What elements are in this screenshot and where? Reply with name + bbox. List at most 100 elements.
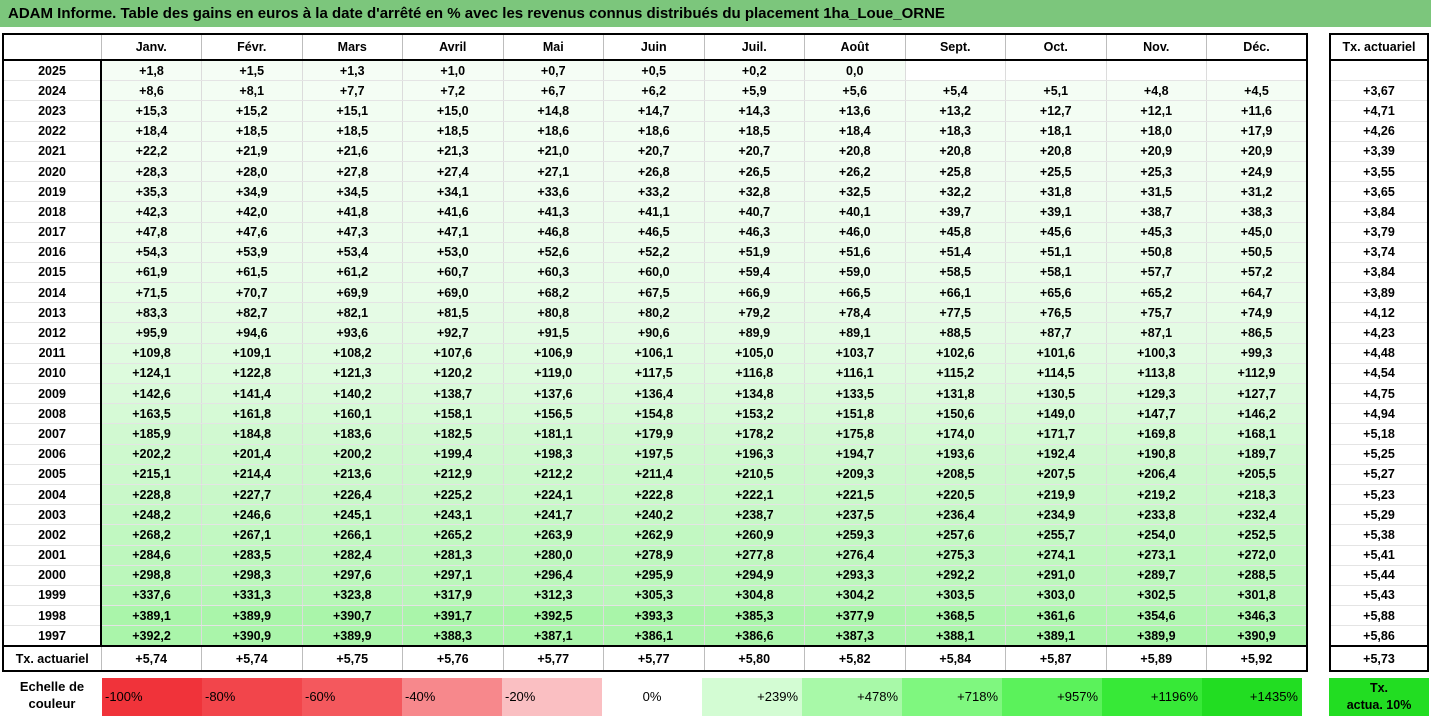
year-cell: 2003 (3, 504, 102, 526)
color-scale-label-line1: Echelle de (19, 679, 85, 694)
gain-cell: +323,8 (302, 585, 403, 607)
gain-cell: +133,5 (804, 383, 906, 405)
gain-cell: +42,0 (201, 201, 303, 223)
actuarial-rate-cell: +5,88 (1330, 605, 1429, 627)
table-row: 1997 +392,2 +390,9 +389,9 +388,3 +387,1 +386,1… (3, 625, 1308, 647)
gain-cell: +174,0 (905, 423, 1006, 445)
gain-cell: +51,4 (905, 242, 1006, 263)
gain-cell: +70,7 (201, 282, 303, 304)
gain-cell: +301,8 (1206, 585, 1308, 607)
gain-cell: +1,5 (201, 60, 303, 82)
month-header-11: Nov. (1106, 34, 1207, 61)
gain-cell: +276,4 (804, 545, 906, 566)
gain-cell: +89,1 (804, 322, 906, 344)
gain-cell: +46,5 (603, 222, 705, 243)
gain-cell: +5,1 (1005, 80, 1107, 102)
side-row: +5,44 (1330, 565, 1429, 586)
side-footer-row: +5,73 (1330, 645, 1429, 672)
gain-cell: +18,6 (603, 121, 705, 142)
gain-cell: +88,5 (905, 322, 1006, 344)
gain-cell: +17,9 (1206, 121, 1308, 142)
gain-cell: +294,9 (704, 565, 805, 586)
side-row: +4,94 (1330, 403, 1429, 425)
gain-cell: +14,7 (603, 100, 705, 122)
side-row: +5,86 (1330, 625, 1429, 647)
gain-cell: +274,1 (1005, 545, 1107, 566)
actuarial-rate-cell: +4,94 (1330, 403, 1429, 425)
gain-cell: +254,0 (1106, 524, 1207, 546)
actuarial-rate-cell: +5,18 (1330, 423, 1429, 445)
gain-cell: +80,8 (503, 302, 604, 324)
gain-cell: +219,9 (1005, 484, 1107, 506)
gain-cell: +190,8 (1106, 444, 1207, 465)
gain-cell: +99,3 (1206, 343, 1308, 364)
table-row: 2024 +8,6 +8,1 +7,7 +7,2 +6,7 +6,2 +5,9 +5,6 +5,4… (3, 80, 1308, 102)
side-row: +3,65 (1330, 181, 1429, 203)
gain-cell: +129,3 (1106, 383, 1207, 405)
actuarial-rate-cell: +5,86 (1330, 625, 1429, 647)
year-cell: 2014 (3, 282, 102, 304)
gain-cell: +77,5 (905, 302, 1006, 324)
gain-cell: +45,0 (1206, 222, 1308, 243)
year-cell: 1998 (3, 605, 102, 627)
gain-cell: +13,6 (804, 100, 906, 122)
actuarial-rate-cell: +4,23 (1330, 322, 1429, 344)
gain-cell: +119,0 (503, 363, 604, 385)
gain-cell: +393,3 (603, 605, 705, 627)
gain-cell: +281,3 (402, 545, 504, 566)
gain-cell: +198,3 (503, 444, 604, 465)
gain-cell: +54,3 (101, 242, 202, 263)
gain-cell: +20,9 (1106, 141, 1207, 162)
gain-cell: +389,9 (1106, 625, 1207, 647)
gain-cell: +385,3 (704, 605, 805, 627)
gain-cell: +7,2 (402, 80, 504, 102)
side-row: +3,39 (1330, 141, 1429, 162)
gain-cell: +61,2 (302, 262, 403, 284)
gain-cell: +13,2 (905, 100, 1006, 122)
gain-cell: +390,9 (1206, 625, 1308, 647)
gain-cell: +209,3 (804, 464, 906, 485)
gain-cell: +1,3 (302, 60, 403, 82)
gain-cell: +260,9 (704, 524, 805, 546)
actuarial-rate-cell: +3,84 (1330, 262, 1429, 284)
gain-cell: +114,5 (1005, 363, 1107, 385)
table-row: 1998 +389,1 +389,9 +390,7 +391,7 +392,5 +393,3… (3, 605, 1308, 627)
gain-cell: +26,2 (804, 161, 906, 183)
gain-cell: +219,2 (1106, 484, 1207, 506)
year-cell: 2013 (3, 302, 102, 324)
year-cell: 2002 (3, 524, 102, 546)
gain-cell: +178,2 (704, 423, 805, 445)
table-row: 2014 +71,5 +70,7 +69,9 +69,0 +68,2 +67,5 +66,9 +… (3, 282, 1308, 304)
gain-cell: +283,5 (201, 545, 303, 566)
gain-cell: +6,2 (603, 80, 705, 102)
year-cell: 1997 (3, 625, 102, 647)
gain-cell: +100,3 (1106, 343, 1207, 364)
table-row: 2016 +54,3 +53,9 +53,4 +53,0 +52,6 +52,2 +51,9 +… (3, 242, 1308, 263)
gain-cell: +389,9 (201, 605, 303, 627)
gain-cell: +130,5 (1005, 383, 1107, 405)
table-row: 2022 +18,4 +18,5 +18,5 +18,5 +18,6 +18,6 +18,5 +… (3, 121, 1308, 142)
gain-cell: +66,1 (905, 282, 1006, 304)
gain-cell: +210,5 (704, 464, 805, 485)
gain-cell: +21,3 (402, 141, 504, 162)
gain-cell: +168,1 (1206, 423, 1308, 445)
gain-cell: +296,4 (503, 565, 604, 586)
side-row: +3,84 (1330, 262, 1429, 284)
side-row: +4,12 (1330, 302, 1429, 324)
gain-cell: +106,9 (503, 343, 604, 364)
gain-cell: +297,1 (402, 565, 504, 586)
gain-cell: +207,5 (1005, 464, 1107, 485)
gain-cell: +221,5 (804, 484, 906, 506)
gain-cell: +18,5 (201, 121, 303, 142)
gain-cell: +106,1 (603, 343, 705, 364)
gain-cell: +304,2 (804, 585, 906, 607)
gain-cell: +149,0 (1005, 403, 1107, 425)
gain-cell: +53,0 (402, 242, 504, 263)
actuarial-rate-cell: +4,54 (1330, 363, 1429, 385)
gains-table: Janv. Févr. Mars Avril Mai Juin Juil. Août Sept.… (2, 33, 1308, 673)
gain-cell: +205,5 (1206, 464, 1308, 485)
gain-cell: +225,2 (402, 484, 504, 506)
month-header-9: Sept. (905, 34, 1006, 61)
gain-cell: +69,0 (402, 282, 504, 304)
side-header-row: Tx. actuariel (1330, 34, 1429, 61)
